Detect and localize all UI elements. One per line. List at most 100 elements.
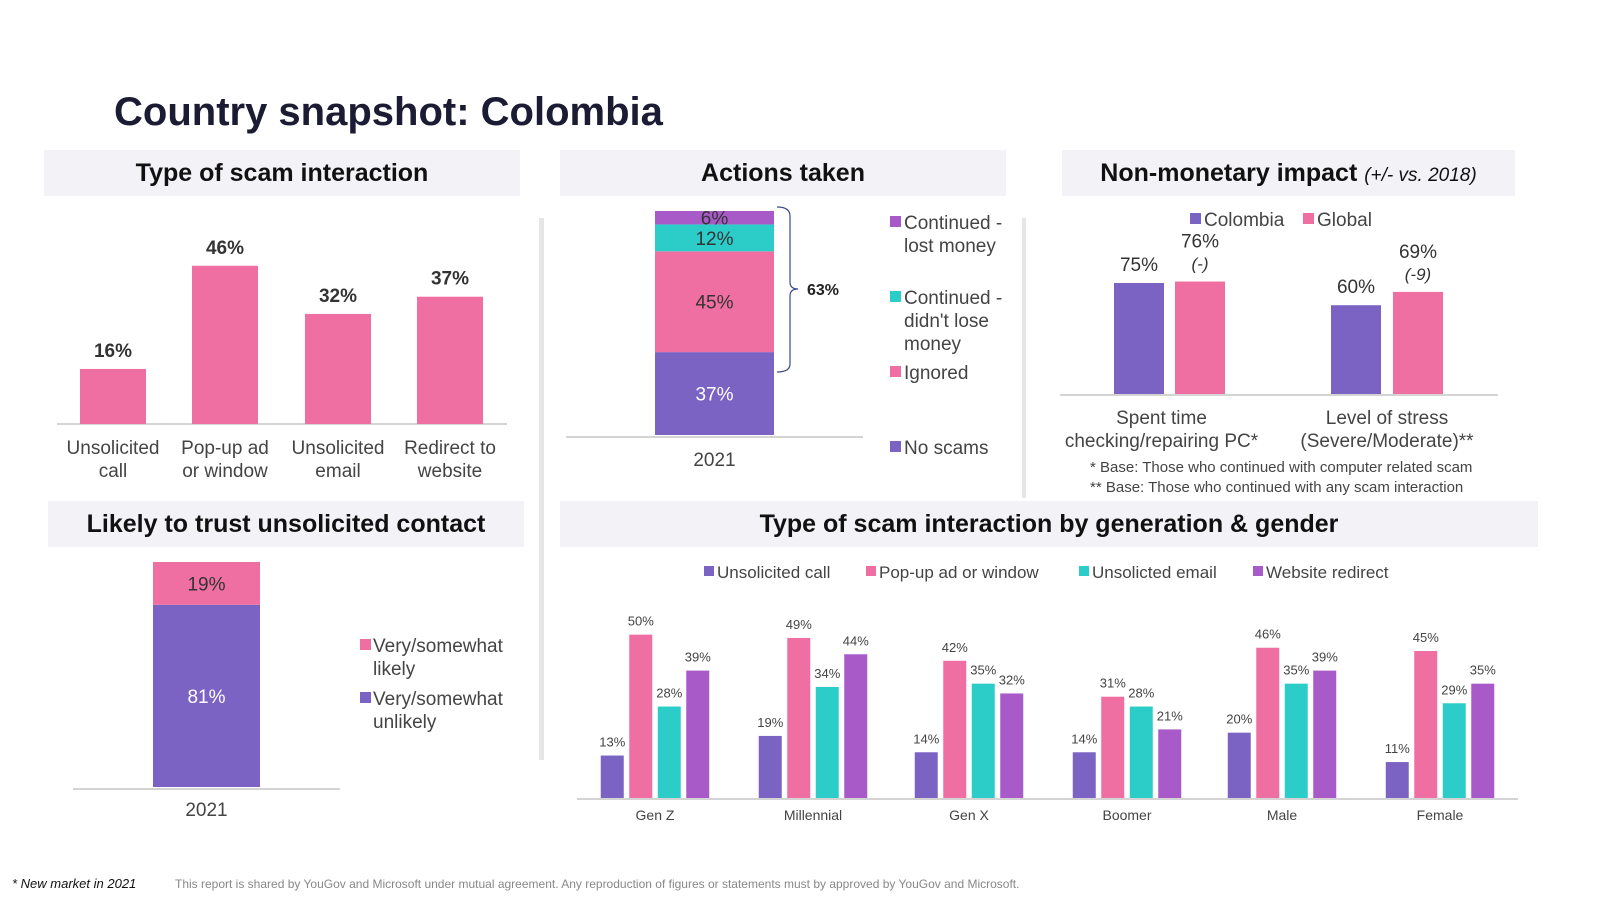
non-monetary-bar: [1331, 305, 1381, 394]
actions-legend-label: Ignored: [904, 363, 968, 384]
generation-value-label: 34%: [814, 666, 840, 681]
scam-type-bar: [80, 368, 146, 424]
panel-header-trust: Likely to trust unsolicited contact: [48, 501, 524, 547]
generation-value-label: 42%: [942, 640, 968, 655]
footnote: * New market in 2021: [12, 876, 137, 891]
generation-bar: [1442, 703, 1466, 798]
actions-segment-label: 12%: [695, 229, 733, 250]
generation-value-label: 20%: [1226, 712, 1252, 727]
trust-legend-label: unlikely: [373, 712, 437, 733]
non-monetary-bar: [1175, 281, 1225, 394]
generation-bar: [629, 634, 653, 798]
panel-header-generation: Type of scam interaction by generation &…: [560, 501, 1538, 547]
generation-value-label: 35%: [1283, 663, 1309, 678]
non-monetary-legend-label: Colombia: [1204, 210, 1285, 231]
non-monetary-legend-swatch: [1303, 213, 1314, 224]
generation-value-label: 32%: [999, 672, 1025, 687]
scam-type-bar: [305, 313, 371, 424]
generation-bar: [1385, 762, 1409, 798]
actions-segment: [655, 224, 774, 252]
scam-type-category-label: email: [315, 461, 360, 482]
actions-legend-swatch: [890, 366, 901, 377]
scam-type-bar: [192, 265, 258, 424]
non-monetary-legend-label: Global: [1317, 210, 1372, 231]
generation-bar: [1227, 732, 1251, 798]
panel-header-non-monetary: Non-monetary impact (+/- vs. 2018): [1062, 150, 1515, 196]
actions-legend-swatch: [890, 216, 901, 227]
non-monetary-value-label: 60%: [1337, 277, 1375, 298]
actions-segment-label: 45%: [695, 293, 733, 314]
generation-value-label: 19%: [757, 715, 783, 730]
generation-value-label: 44%: [843, 633, 869, 648]
generation-bar: [657, 706, 681, 798]
trust-category-label: 2021: [185, 800, 227, 821]
generation-bar: [1284, 683, 1308, 798]
trust-segment: [153, 562, 260, 605]
generation-bar: [943, 660, 967, 798]
non-monetary-category-label: checking/repairing PC*: [1065, 431, 1259, 452]
trust-segment-label: 19%: [187, 574, 225, 595]
actions-segment: [655, 352, 774, 435]
generation-value-label: 31%: [1100, 676, 1126, 691]
trust-legend-label: likely: [373, 659, 416, 680]
scam-type-category-label: call: [99, 461, 128, 482]
generation-value-label: 13%: [599, 735, 625, 750]
trust-segment-label: 81%: [187, 687, 225, 708]
panel-header-non-monetary-suffix: (+/- vs. 2018): [1364, 165, 1477, 186]
generation-value-label: 29%: [1441, 682, 1467, 697]
actions-legend-label: No scams: [904, 438, 988, 459]
vertical-divider-left: [539, 218, 544, 760]
non-monetary-value-label: 69%: [1399, 242, 1437, 263]
scam-type-category-label: Unsolicited: [292, 438, 385, 459]
non-monetary-category-label: Spent time: [1116, 408, 1207, 429]
panel-header-actions: Actions taken: [560, 150, 1006, 196]
generation-legend-label: Pop-up ad or window: [879, 563, 1039, 582]
generation-value-label: 14%: [1071, 731, 1097, 746]
actions-segment: [655, 211, 774, 225]
generation-bar: [1414, 651, 1438, 798]
generation-value-label: 45%: [1413, 630, 1439, 645]
scam-type-category-label: website: [417, 461, 482, 482]
non-monetary-change-label: (-9): [1405, 265, 1431, 284]
generation-bar: [1313, 670, 1337, 798]
generation-bar: [1129, 706, 1153, 798]
generation-legend-swatch: [704, 566, 714, 576]
generation-bar: [600, 755, 624, 798]
actions-legend-swatch: [890, 291, 901, 302]
generation-category-label: Gen X: [949, 807, 989, 823]
generation-category-label: Female: [1417, 807, 1464, 823]
actions-segment-label: 37%: [695, 385, 733, 406]
actions-legend-label: money: [904, 334, 962, 355]
scam-type-value-label: 46%: [206, 238, 244, 259]
trust-legend-label: Very/somewhat: [373, 636, 504, 657]
generation-bar: [758, 735, 782, 798]
scam-type-value-label: 37%: [431, 269, 469, 290]
generation-value-label: 46%: [1255, 627, 1281, 642]
generation-category-label: Boomer: [1102, 807, 1151, 823]
generation-bar: [1101, 696, 1125, 798]
page-title: Country snapshot: Colombia: [114, 90, 663, 134]
generation-bar: [1158, 729, 1182, 798]
generation-value-label: 35%: [1470, 663, 1496, 678]
trust-legend-label: Very/somewhat: [373, 689, 504, 710]
generation-legend-swatch: [1079, 566, 1089, 576]
scam-type-category-label: Pop-up ad: [181, 438, 269, 459]
generation-value-label: 28%: [1128, 686, 1154, 701]
actions-bracket-label: 63%: [807, 282, 839, 299]
non-monetary-category-label: Level of stress: [1326, 408, 1449, 429]
generation-value-label: 50%: [628, 614, 654, 629]
generation-bar: [914, 752, 938, 798]
generation-category-label: Gen Z: [636, 807, 675, 823]
scam-type-bar: [417, 296, 483, 424]
base-note-2: ** Base: Those who continued with any sc…: [1090, 479, 1464, 496]
generation-legend-label: Unsolicted email: [1092, 563, 1217, 582]
generation-legend-swatch: [866, 566, 876, 576]
generation-bar: [815, 686, 839, 798]
generation-legend-swatch: [1253, 566, 1263, 576]
generation-bar: [1072, 752, 1096, 798]
generation-category-label: Millennial: [784, 807, 842, 823]
non-monetary-value-label: 76%: [1181, 232, 1219, 253]
generation-value-label: 39%: [1312, 650, 1338, 665]
generation-bar: [844, 654, 868, 798]
